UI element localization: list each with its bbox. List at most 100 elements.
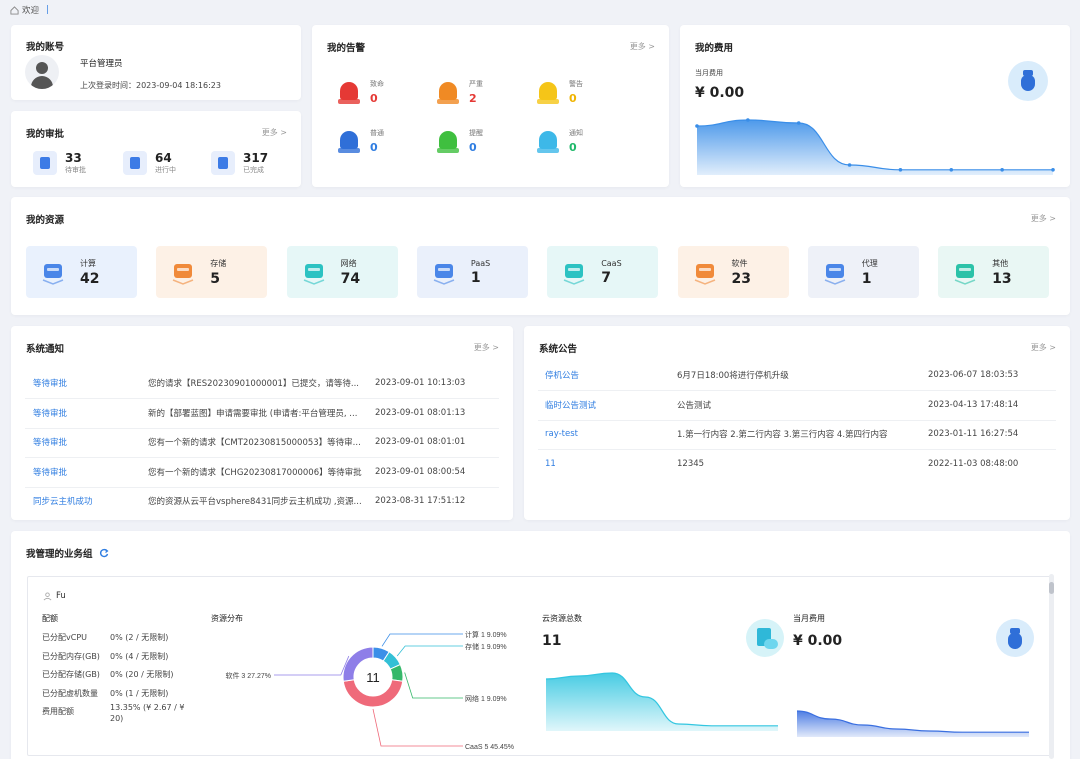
donut-leader-line — [404, 672, 463, 699]
resource-tile[interactable]: PaaS 1 — [416, 246, 528, 298]
breadcrumb-cursor: | — [46, 5, 49, 15]
resource-tile[interactable]: CaaS 7 — [547, 246, 659, 298]
bulletin-row[interactable]: ray-test 1.第一行内容 2.第二行内容 3.第三行内容 4.第四行内容 2… — [545, 419, 1065, 449]
alarm-lamp-icon — [338, 128, 360, 154]
alarm-lamp-icon — [537, 79, 559, 105]
notice-row[interactable]: 等待审批 您有一个新的请求【CHG20230817000006】等待审批 2023-… — [33, 457, 503, 487]
notice-type-link[interactable]: 等待审批 — [33, 379, 68, 389]
quota-key: 已分配内存(GB) — [42, 651, 100, 661]
resource-tile[interactable]: 计算 42 — [26, 246, 137, 298]
approval-label: 待审批 — [65, 165, 86, 174]
notice-row[interactable]: 等待审批 您有一个新的请求【CMT20230815000053】等待审... 202… — [33, 427, 503, 457]
resource-tile[interactable]: 代理 1 — [807, 246, 919, 298]
bulletin-title-link[interactable]: 11 — [545, 458, 556, 469]
bulletin-time: 2023-06-07 18:03:53 — [928, 370, 1019, 380]
groups-title-text: 我管理的业务组 — [26, 549, 93, 560]
alarm-label: 提醒 — [469, 129, 483, 137]
approval-label: 已完成 — [243, 165, 264, 174]
alarm-value: 0 — [569, 141, 577, 154]
donut-slice[interactable] — [342, 646, 374, 682]
quota-value: 0% (20 / 无限制) — [110, 670, 174, 679]
resource-value: 74 — [340, 270, 361, 287]
proxy-icon — [822, 259, 848, 285]
alarm-value: 0 — [370, 141, 378, 154]
cloud-total-title: 云资源总数 — [542, 614, 582, 623]
donut-center-label: 11 — [366, 670, 380, 685]
approval-label: 进行中 — [155, 165, 176, 174]
notice-text: 您有一个新的请求【CHG20230817000006】等待审批 — [148, 467, 362, 478]
resource-tile[interactable]: 软件 23 — [677, 246, 789, 298]
resource-tile[interactable]: 其他 13 — [938, 246, 1050, 298]
notice-type-link[interactable]: 等待审批 — [33, 438, 68, 449]
bulletin-row[interactable]: 11 12345 2022-11-03 08:48:00 — [545, 449, 1065, 479]
account-title: 我的账号 — [26, 42, 65, 53]
resource-value: 7 — [601, 269, 611, 286]
alarm-item[interactable]: 警告 0 — [537, 79, 583, 105]
alarms-card: 我的告警 更多 > 致命 0 严重 2 警告 0 普通 0 提醒 0 通知 0 — [312, 25, 669, 187]
alarm-value: 0 — [370, 92, 378, 105]
bulletin-content: 6月7日18:00将进行停机升级 — [677, 371, 789, 381]
notice-text: 您有一个新的请求【CMT20230815000053】等待审... — [148, 438, 361, 449]
notice-row[interactable]: 等待审批 新的【部署蓝图】申请需要审批 (申请者:平台管理员, ... 2023-0… — [33, 398, 503, 428]
notice-type-link[interactable]: 等待审批 — [33, 467, 68, 478]
cloud-total-area-chart — [545, 672, 778, 731]
notice-type-link[interactable]: 同步云主机成功 — [33, 497, 93, 508]
bulletin-content: 12345 — [677, 458, 705, 469]
notice-text: 您的资源从云平台vsphere8431同步云主机成功 ,资源... — [148, 497, 362, 508]
row-divider — [538, 419, 1056, 421]
alarm-item[interactable]: 通知 0 — [537, 128, 583, 154]
container-icon — [561, 259, 587, 285]
alarm-item[interactable]: 普通 0 — [338, 128, 384, 154]
approval-value: 33 — [65, 150, 82, 165]
alarms-more-link[interactable]: 更多 > — [629, 42, 655, 51]
bulletin-row[interactable]: 临时公告测试 公告测试 2023-04-13 17:48:14 — [545, 390, 1065, 420]
scrollbar[interactable] — [1049, 574, 1054, 759]
alarm-item[interactable]: 严重 2 — [437, 79, 483, 105]
resource-label: PaaS — [470, 258, 491, 268]
quota-key: 已分配存储(GB) — [42, 670, 100, 679]
approval-item-done[interactable]: 317 已完成 — [211, 151, 268, 175]
bulletin-title-link[interactable]: 临时公告测试 — [545, 400, 597, 411]
notices-more-link[interactable]: 更多 > — [473, 343, 499, 352]
alarm-value: 0 — [469, 141, 477, 154]
area-fill — [697, 120, 1053, 175]
area-point — [847, 163, 852, 167]
bulletin-content: 1.第一行内容 2.第二行内容 3.第三行内容 4.第四行内容 — [677, 430, 888, 441]
alarm-item[interactable]: 提醒 0 — [437, 128, 483, 154]
groups-title: 我管理的业务组 — [26, 546, 109, 560]
notice-row[interactable]: 同步云主机成功 您的资源从云平台vsphere8431同步云主机成功 ,资源...… — [33, 486, 503, 516]
resource-value: 42 — [80, 270, 100, 287]
bulletins-more-link[interactable]: 更多 > — [1030, 343, 1056, 352]
bulletin-row[interactable]: 停机公告 6月7日18:00将进行停机升级 2023-06-07 18:03:53 — [545, 360, 1065, 390]
approval-item-inprogress[interactable]: 64 进行中 — [123, 151, 176, 175]
notice-type-link[interactable]: 等待审批 — [33, 408, 68, 419]
resources-more-link[interactable]: 更多 > — [1030, 214, 1056, 223]
home-icon[interactable] — [10, 5, 19, 15]
donut-slice-label: 存储 1 9.09% — [465, 642, 507, 651]
approval-more-link[interactable]: 更多 > — [261, 128, 287, 137]
resource-label: 软件 — [731, 258, 748, 268]
alarm-lamp-icon — [437, 128, 459, 154]
resource-tile[interactable]: 网络 74 — [286, 246, 398, 298]
donut-leader-line — [274, 655, 350, 676]
avatar[interactable] — [25, 55, 59, 89]
storage-icon — [170, 259, 196, 285]
bulletins-card: 系统公告 更多 > 停机公告 6月7日18:00将进行停机升级 2023-06-07… — [524, 326, 1070, 520]
breadcrumb-label[interactable]: 欢迎 — [22, 6, 40, 16]
bulletin-title-link[interactable]: 停机公告 — [545, 371, 580, 381]
notice-time: 2023-09-01 08:01:13 — [375, 407, 466, 418]
alarm-item[interactable]: 致命 0 — [338, 79, 384, 105]
approval-value: 317 — [243, 150, 269, 165]
bulletin-time: 2023-04-13 17:48:14 — [928, 399, 1019, 410]
quota-value: 0% (4 / 无限制) — [110, 651, 169, 661]
resource-tile[interactable]: 存储 5 — [156, 246, 268, 298]
user-icon — [33, 151, 57, 175]
refresh-icon[interactable] — [99, 548, 109, 558]
bulletin-title-link[interactable]: ray-test — [545, 429, 578, 440]
donut-slice-label: 网络 1 9.09% — [465, 694, 507, 703]
notice-row[interactable]: 等待审批 您的请求【RES20230901000001】已提交，请等待... 202… — [33, 368, 503, 398]
alarm-label: 警告 — [569, 80, 583, 88]
server-icon — [40, 259, 66, 285]
donut-leader-line — [381, 633, 463, 647]
approval-item-pending[interactable]: 33 待审批 — [33, 151, 86, 175]
